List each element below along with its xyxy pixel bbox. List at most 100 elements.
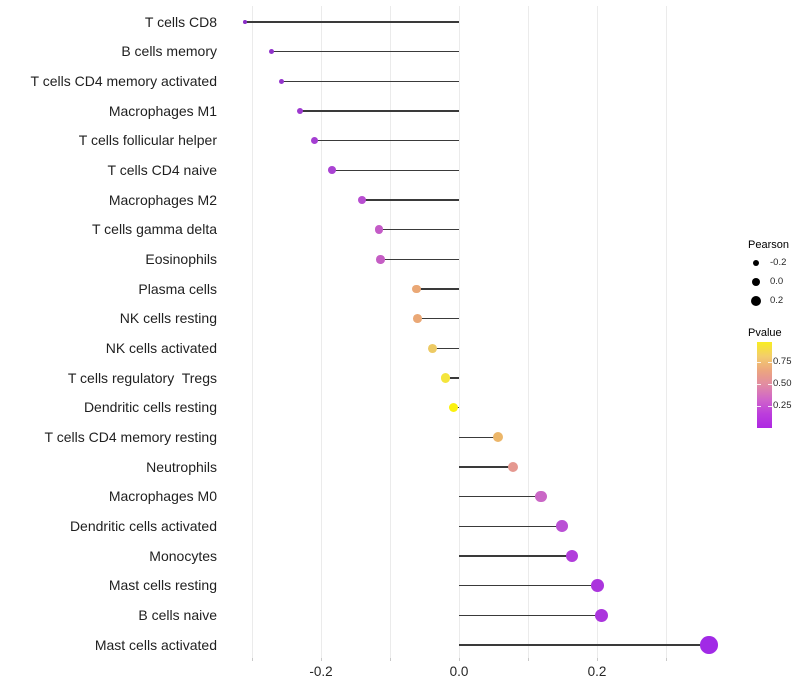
lollipop-dot: [357, 195, 366, 205]
row-label: Plasma cells: [138, 280, 217, 297]
size-legend-label: -0.2: [770, 257, 787, 268]
lollipop-segment: [300, 110, 459, 112]
lollipop-segment: [459, 495, 542, 498]
lollipop-dot: [555, 520, 568, 533]
lollipop-dot: [374, 225, 384, 234]
lollipop-dot: [591, 579, 605, 593]
lollipop-segment: [432, 347, 459, 350]
lollipop-segment: [281, 80, 459, 83]
lollipop-segment: [332, 169, 459, 172]
lollipop-dot: [413, 314, 422, 324]
colorbar-tick: [768, 361, 772, 363]
size-legend-dot: [752, 259, 760, 267]
gridline: [390, 6, 391, 658]
lollipop-segment: [314, 139, 459, 142]
size-legend-dot: [750, 295, 762, 307]
size-legend-title: Pearson: [748, 239, 789, 251]
row-label: T cells gamma delta: [91, 221, 217, 238]
lollipop-segment: [361, 199, 459, 201]
colorbar-label: 0.75: [773, 355, 792, 367]
row-label: Mast cells activated: [94, 636, 217, 653]
lollipop-dot: [448, 403, 459, 413]
colorbar-tick: [757, 405, 761, 407]
row-label: Eosinophils: [145, 250, 217, 267]
x-axis-tick: [321, 658, 322, 661]
lollipop-dot: [311, 137, 319, 145]
lollipop-segment: [445, 377, 459, 379]
lollipop-segment: [271, 50, 459, 53]
lollipop-dot: [441, 373, 451, 383]
colorbar-label: 0.25: [773, 399, 792, 411]
row-label: Dendritic cells activated: [69, 517, 217, 534]
row-label: Monocytes: [149, 547, 217, 564]
gridline: [597, 6, 598, 658]
x-axis-tick-label: -0.2: [309, 664, 333, 679]
x-axis-tick-label: 0.2: [587, 664, 607, 679]
row-label: T cells CD4 memory activated: [30, 72, 217, 89]
row-label: T cells follicular helper: [78, 132, 217, 149]
row-label: Dendritic cells resting: [83, 399, 217, 416]
lollipop-segment: [459, 584, 598, 587]
gridline: [666, 6, 667, 658]
colorbar-tick: [757, 383, 761, 385]
row-label: B cells memory: [121, 43, 217, 60]
lollipop-dot: [428, 343, 438, 353]
lollipop-segment: [417, 317, 459, 320]
lollipop-dot: [535, 491, 547, 503]
lollipop-segment: [378, 228, 459, 231]
lollipop-segment: [380, 258, 459, 261]
lollipop-dot: [268, 49, 274, 55]
row-label: T cells CD8: [144, 13, 217, 30]
row-label: NK cells activated: [105, 339, 217, 356]
lollipop-dot: [411, 284, 421, 294]
lollipop-dot: [328, 166, 336, 175]
x-axis-tick: [390, 658, 391, 661]
row-label: T cells CD4 naive: [107, 161, 217, 178]
lollipop-dot: [243, 20, 247, 24]
x-axis-tick-label: 0.0: [449, 664, 469, 679]
lollipop-segment: [459, 525, 562, 528]
gridline: [528, 6, 529, 658]
x-axis-tick: [597, 658, 598, 661]
row-label: NK cells resting: [119, 310, 217, 327]
x-axis-tick: [528, 658, 529, 661]
gridline: [459, 6, 460, 658]
row-label: T cells regulatory Tregs: [67, 369, 217, 386]
colorbar-tick: [757, 361, 761, 363]
lollipop-dot: [699, 636, 718, 654]
lollipop-segment: [245, 21, 459, 23]
row-label: B cells naive: [138, 606, 217, 623]
row-label: Macrophages M0: [108, 488, 217, 505]
lollipop-dot: [566, 549, 579, 563]
x-axis-tick: [666, 658, 667, 661]
lollipop-dot: [595, 608, 609, 622]
lollipop-dot: [493, 432, 504, 443]
gridline: [252, 6, 253, 658]
lollipop-segment: [459, 436, 499, 439]
lollipop-dot: [297, 107, 304, 115]
colorbar-tick: [768, 383, 772, 385]
pvalue-colorbar: [757, 342, 772, 428]
lollipop-segment: [459, 466, 513, 468]
size-legend-label: 0.0: [770, 276, 784, 287]
x-axis-tick: [459, 658, 460, 661]
row-label: Macrophages M2: [108, 191, 217, 208]
lollipop-segment: [459, 555, 573, 557]
size-legend-dot: [751, 277, 761, 287]
gridline: [321, 6, 322, 658]
size-legend-label: 0.2: [770, 295, 784, 306]
lollipop-segment: [459, 644, 709, 646]
lollipop-dot: [376, 255, 385, 264]
row-label: Macrophages M1: [108, 102, 217, 119]
color-legend-title: Pvalue: [748, 327, 782, 339]
lollipop-segment: [416, 288, 459, 290]
colorbar-label: 0.50: [773, 377, 792, 389]
row-label: T cells CD4 memory resting: [44, 428, 217, 445]
lollipop-segment: [459, 614, 602, 617]
row-label: Neutrophils: [146, 458, 217, 475]
row-label: Mast cells resting: [108, 577, 217, 594]
lollipop-dot: [278, 78, 285, 85]
colorbar-tick: [768, 405, 772, 407]
lollipop-dot: [507, 461, 519, 473]
